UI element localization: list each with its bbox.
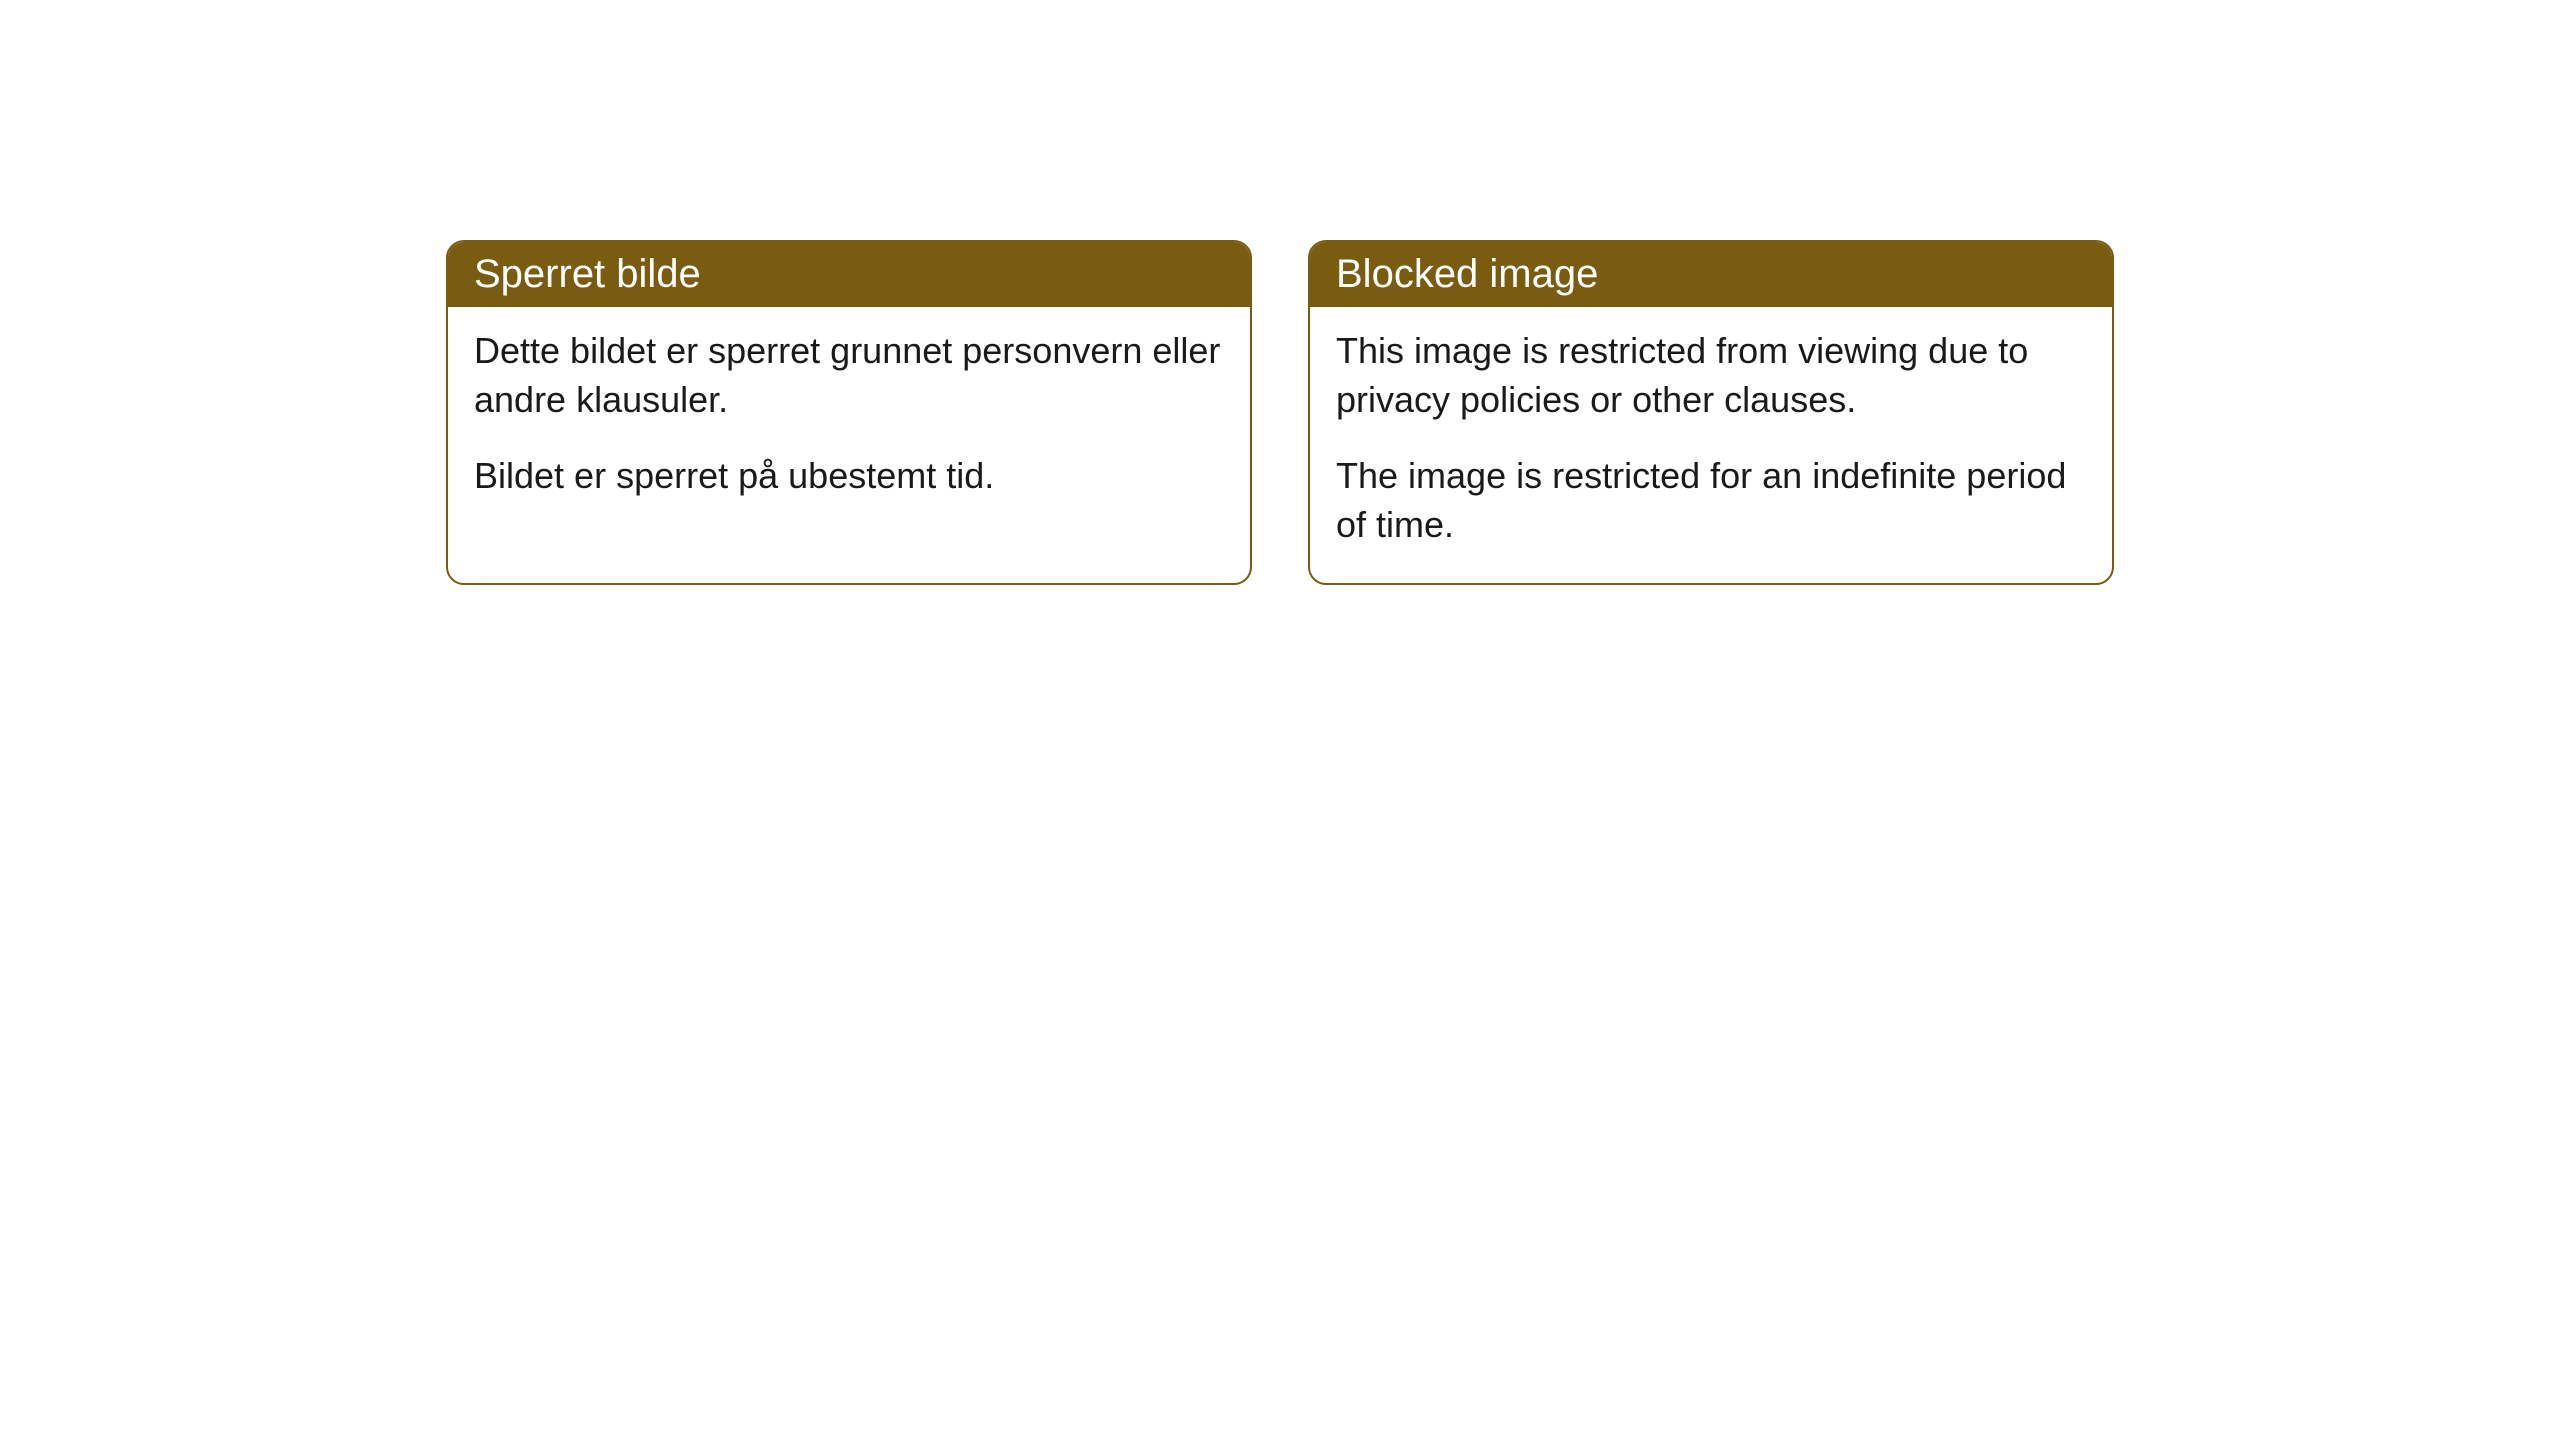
card-title: Blocked image — [1336, 252, 1598, 296]
card-body-english: This image is restricted from viewing du… — [1310, 307, 2112, 583]
blocked-image-card-norwegian: Sperret bilde Dette bildet er sperret gr… — [446, 240, 1252, 585]
card-title: Sperret bilde — [474, 252, 701, 296]
notice-cards-container: Sperret bilde Dette bildet er sperret gr… — [0, 240, 2560, 585]
card-header-norwegian: Sperret bilde — [448, 242, 1250, 307]
card-paragraph: The image is restricted for an indefinit… — [1336, 452, 2086, 549]
card-paragraph: Dette bildet er sperret grunnet personve… — [474, 327, 1224, 424]
card-body-norwegian: Dette bildet er sperret grunnet personve… — [448, 307, 1250, 535]
blocked-image-card-english: Blocked image This image is restricted f… — [1308, 240, 2114, 585]
card-paragraph: Bildet er sperret på ubestemt tid. — [474, 452, 1224, 501]
card-paragraph: This image is restricted from viewing du… — [1336, 327, 2086, 424]
card-header-english: Blocked image — [1310, 242, 2112, 307]
